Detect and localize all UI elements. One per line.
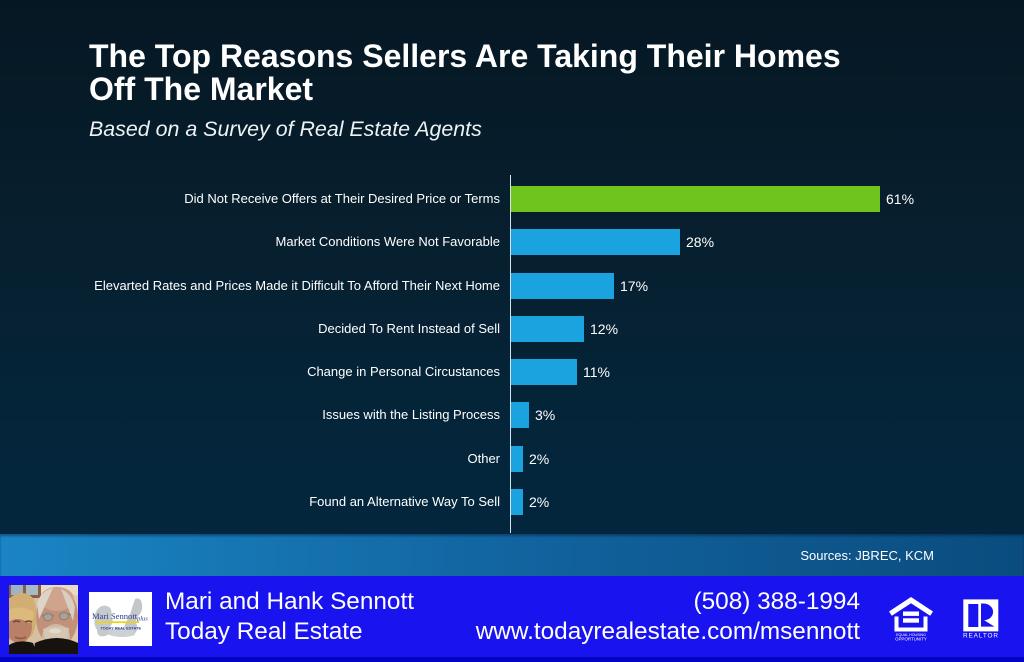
svg-text:Mari Sennott: Mari Sennott — [92, 611, 138, 621]
svg-text:EQUAL HOUSING: EQUAL HOUSING — [896, 633, 926, 637]
svg-text:OPPORTUNITY: OPPORTUNITY — [895, 636, 927, 641]
svg-text:plus: plus — [136, 616, 148, 623]
svg-text:TODAY REAL ESTATE: TODAY REAL ESTATE — [101, 626, 142, 631]
svg-text:REALTOR: REALTOR — [963, 633, 999, 640]
